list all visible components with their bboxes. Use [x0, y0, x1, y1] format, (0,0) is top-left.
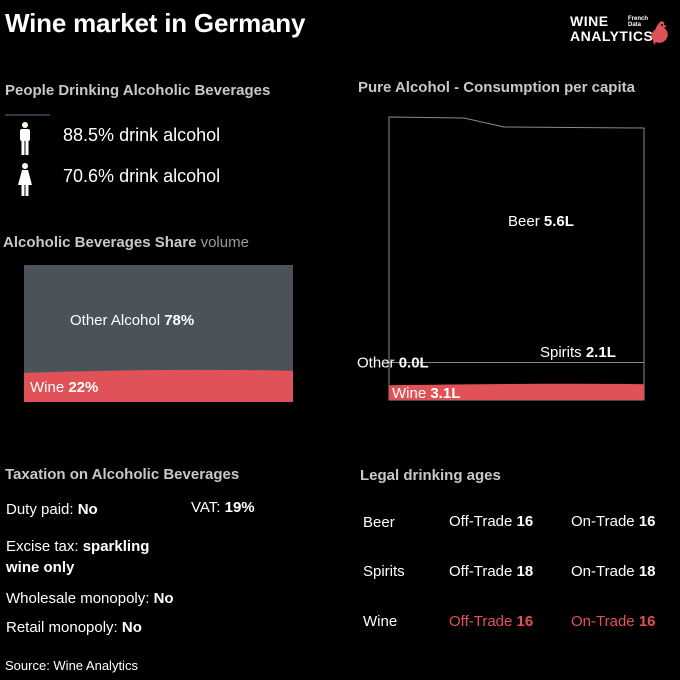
- legal-drink-wine: Wine: [363, 613, 398, 630]
- pure-label-spirits: Spirits 2.1L: [540, 344, 616, 361]
- pure-label-wine: Wine 3.1L: [392, 385, 460, 402]
- off-trade-age: 18: [516, 563, 534, 580]
- on-trade-label: On-Trade: [571, 613, 635, 630]
- pure-alcohol-chart: Beer 5.6L Other 0.0L Spirits 2.1L Wine 3.1L: [357, 116, 645, 402]
- legal-ages-title: Legal drinking ages: [360, 467, 501, 484]
- tax-duty-paid: Duty paid: No: [6, 501, 98, 518]
- tax-value: No: [121, 619, 142, 636]
- stat-value: 88.5%: [63, 125, 115, 145]
- pure-label-other: Other 0.0L: [357, 355, 429, 372]
- stat-label: drink alcohol: [119, 166, 221, 186]
- legal-beer-off: Off-Trade 16: [449, 513, 533, 530]
- tax-label: Excise tax:: [6, 538, 79, 555]
- share-label-other: Other Alcohol 78%: [70, 312, 194, 329]
- stat-row-men: 88.5% drink alcohol: [63, 125, 220, 146]
- pure-chart-title: Pure Alcohol - Consumption per capita: [358, 79, 635, 96]
- series-name: Wine: [30, 379, 68, 396]
- tax-label: Wholesale monopoly:: [6, 590, 150, 607]
- on-trade-label: On-Trade: [571, 513, 635, 530]
- section-underline: [5, 114, 50, 116]
- tax-label: Duty paid:: [6, 501, 74, 518]
- tax-value: No: [153, 590, 174, 607]
- series-value: 78%: [164, 312, 194, 329]
- off-trade-age: 16: [516, 613, 534, 630]
- series-name: Beer: [508, 213, 544, 230]
- source-note: Source: Wine Analytics: [5, 658, 138, 673]
- tax-vat: VAT: 19%: [191, 499, 255, 516]
- stat-row-women: 70.6% drink alcohol: [63, 166, 220, 187]
- off-trade-label: Off-Trade: [449, 513, 513, 530]
- off-trade-label: Off-Trade: [449, 613, 513, 630]
- rooster-icon: [651, 21, 668, 45]
- logo-line-2: ANALYTICS: [570, 28, 654, 44]
- off-trade-age: 16: [516, 513, 534, 530]
- tax-value: No: [77, 501, 98, 518]
- share-title-main: Alcoholic Beverages Share: [3, 234, 197, 251]
- wine-analytics-logo: WINE ANALYTICS French Data: [570, 14, 670, 50]
- tax-value: sparkling wine only: [6, 538, 150, 576]
- stat-label: drink alcohol: [119, 125, 221, 145]
- legal-wine-off: Off-Trade 16: [449, 613, 533, 630]
- series-name: Other: [357, 355, 399, 372]
- logo-sub: French Data: [628, 16, 649, 28]
- share-bar-wine: [24, 369, 293, 402]
- pure-area-wine: [389, 383, 644, 400]
- series-name: Spirits: [540, 344, 586, 361]
- series-value: 0.0L: [399, 355, 429, 372]
- series-name: Other Alcohol: [70, 312, 164, 329]
- share-label-wine: Wine 22%: [30, 379, 98, 396]
- tax-value: 19%: [224, 499, 255, 516]
- tax-label: Retail monopoly:: [6, 619, 118, 636]
- legal-spirits-on: On-Trade 18: [571, 563, 656, 580]
- off-trade-label: Off-Trade: [449, 563, 513, 580]
- logo-line-1: WINE: [570, 13, 609, 29]
- tax-label: VAT:: [191, 499, 221, 516]
- legal-drink-spirits: Spirits: [363, 563, 405, 580]
- pure-label-beer: Beer 5.6L: [508, 213, 574, 230]
- legal-wine-on: On-Trade 16: [571, 613, 656, 630]
- series-value: 22%: [68, 379, 98, 396]
- taxation-title: Taxation on Alcoholic Beverages: [5, 466, 240, 483]
- series-value: 5.6L: [544, 213, 574, 230]
- tax-retail: Retail monopoly: No: [6, 619, 142, 636]
- on-trade-age: 16: [638, 613, 656, 630]
- share-bar-other: [24, 265, 293, 374]
- share-title-suffix: volume: [200, 234, 249, 251]
- stat-value: 70.6%: [63, 166, 115, 186]
- female-person-icon: [18, 163, 32, 196]
- series-value: 3.1L: [430, 385, 460, 402]
- series-name: Wine: [392, 385, 430, 402]
- on-trade-age: 16: [638, 513, 656, 530]
- tax-excise: Excise tax: sparkling wine only: [6, 536, 176, 578]
- male-person-icon: [20, 122, 30, 155]
- tax-wholesale: Wholesale monopoly: No: [6, 590, 174, 607]
- on-trade-age: 18: [638, 563, 656, 580]
- share-chart: Other Alcohol 78% Wine 22%: [24, 265, 293, 402]
- legal-drink-beer: Beer: [363, 514, 395, 531]
- people-section-title: People Drinking Alcoholic Beverages: [5, 82, 271, 99]
- series-value: 2.1L: [586, 344, 616, 361]
- legal-beer-on: On-Trade 16: [571, 513, 656, 530]
- legal-spirits-off: Off-Trade 18: [449, 563, 533, 580]
- share-chart-title: Alcoholic Beverages Share volume: [3, 234, 249, 251]
- page-title: Wine market in Germany: [5, 8, 306, 38]
- on-trade-label: On-Trade: [571, 563, 635, 580]
